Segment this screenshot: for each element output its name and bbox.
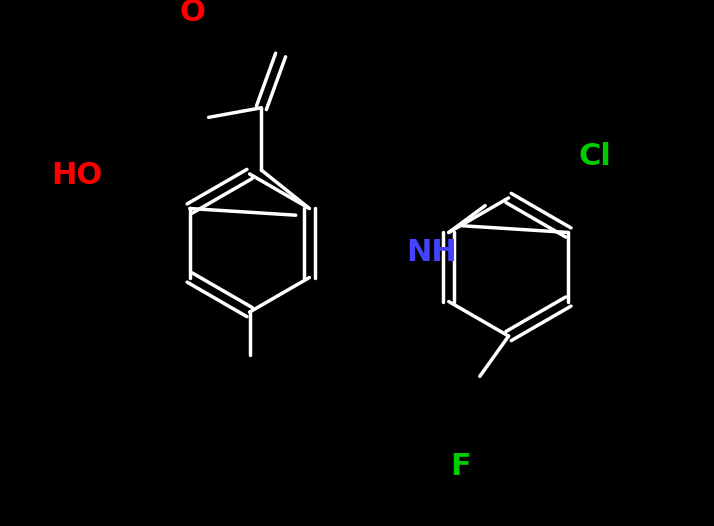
- Text: O: O: [179, 0, 205, 27]
- Text: Cl: Cl: [578, 142, 611, 171]
- Text: NH: NH: [406, 238, 457, 267]
- Text: HO: HO: [51, 161, 103, 190]
- Text: F: F: [451, 452, 471, 481]
